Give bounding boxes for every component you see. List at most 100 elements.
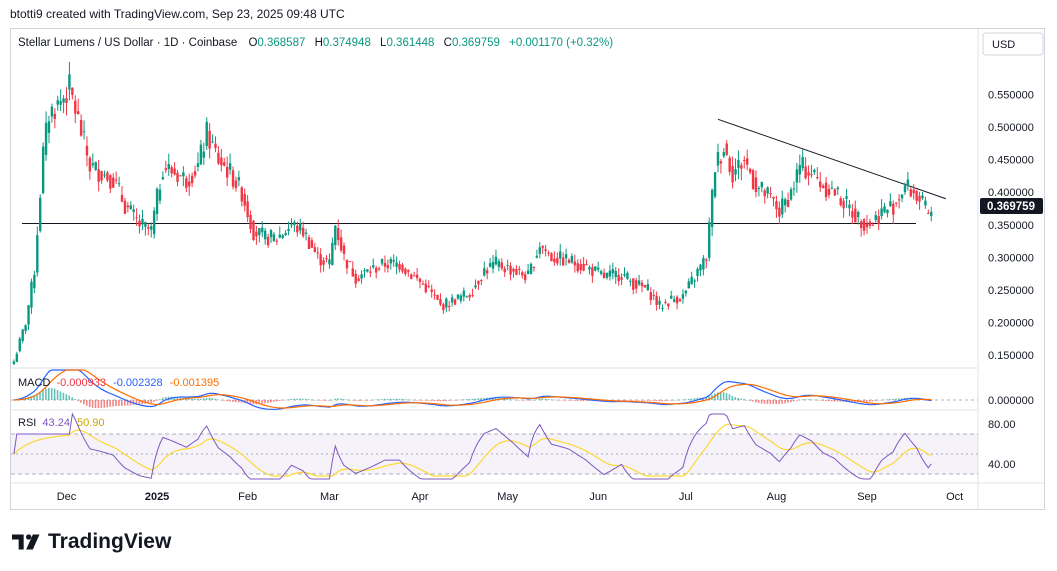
candle	[225, 156, 229, 187]
macd-histogram-bar	[763, 400, 766, 404]
candle-body	[500, 262, 504, 269]
macd-histogram-bar	[439, 400, 442, 402]
candle	[234, 176, 238, 192]
candle	[716, 143, 720, 173]
macd-legend[interactable]: MACD -0.000933 -0.002328 -0.001395	[18, 377, 219, 389]
macd-histogram-bar	[749, 400, 751, 401]
candle	[377, 266, 381, 272]
macd-histogram-bar	[556, 399, 558, 401]
candle	[903, 182, 907, 195]
candle-body	[412, 275, 416, 277]
macd-histogram-bar	[421, 400, 424, 401]
candle	[223, 157, 226, 167]
candle-body	[439, 298, 442, 305]
candle-body	[634, 280, 638, 289]
macd-histogram-bar	[787, 400, 789, 403]
macd-histogram-bar	[407, 399, 409, 400]
candle-body	[62, 98, 65, 103]
candle-body	[158, 189, 162, 201]
macd-histogram-bar	[871, 400, 874, 402]
macd-histogram-bar	[74, 399, 76, 400]
candle-body	[103, 174, 106, 176]
macd-histogram-bar	[267, 400, 269, 403]
candle	[237, 170, 241, 187]
macd-histogram-bar	[632, 400, 634, 401]
tradingview-brand[interactable]: TradingView	[12, 528, 171, 556]
candle-body	[120, 194, 124, 202]
currency-button[interactable]: USD	[982, 32, 1044, 56]
macd-histogram-bar	[103, 400, 106, 408]
candle	[582, 256, 585, 272]
candle	[299, 218, 302, 235]
macd-histogram-bar	[550, 399, 553, 400]
candle	[196, 152, 200, 172]
macd-histogram-bar	[284, 399, 287, 401]
candle-body	[287, 228, 290, 232]
macd-histogram-bar	[614, 400, 617, 401]
candle-body	[620, 277, 623, 280]
macd-histogram-bar	[319, 400, 322, 401]
candle-body	[748, 168, 752, 173]
macd-histogram-bar	[158, 399, 161, 400]
candle	[41, 142, 45, 195]
candle	[751, 168, 755, 191]
candle-body	[582, 263, 585, 271]
candle-body	[53, 113, 57, 119]
candle	[757, 186, 761, 197]
candle	[266, 233, 270, 248]
macd-histogram-bar	[451, 400, 453, 401]
macd-histogram-bar	[357, 400, 360, 401]
macd-histogram-bar	[655, 400, 658, 401]
candle-body	[357, 278, 360, 281]
candle-body	[410, 274, 413, 279]
candle-body	[114, 179, 118, 181]
macd-histogram-bar	[661, 400, 664, 402]
macd-histogram-bar	[161, 397, 164, 400]
macd-histogram-bar	[886, 399, 889, 400]
candle-body	[760, 181, 764, 188]
macd-histogram-bar	[687, 398, 690, 400]
symbol-legend[interactable]: Stellar Lumens / US Dollar · 1D · Coinba…	[18, 37, 613, 49]
macd-histogram-bar	[220, 400, 222, 401]
candle	[830, 180, 834, 190]
candle-body	[76, 111, 80, 115]
chart-grid	[11, 29, 1044, 509]
candle-body	[734, 169, 737, 175]
candle	[561, 252, 565, 266]
candle-body	[374, 267, 378, 273]
candle	[626, 271, 629, 280]
macd-histogram-bar	[30, 396, 33, 400]
candle	[293, 219, 296, 233]
candle-body	[442, 304, 445, 311]
candle	[158, 183, 162, 205]
rsi-legend[interactable]: RSI 43.24 50.90	[18, 417, 105, 429]
candle	[500, 258, 504, 271]
candle-body	[214, 143, 217, 149]
macd-histogram-bar	[436, 400, 439, 402]
macd-histogram-bar	[176, 397, 179, 400]
candle	[667, 303, 670, 310]
candle	[605, 272, 609, 280]
candle-body	[836, 187, 839, 190]
candle	[331, 237, 334, 266]
macd-pane	[11, 369, 978, 410]
candle	[109, 174, 112, 193]
candle-body	[880, 208, 883, 216]
candle-body	[109, 175, 112, 189]
candle-body	[167, 163, 170, 170]
candle-body	[246, 201, 249, 218]
macd-histogram-bar	[544, 398, 547, 400]
candle-body	[661, 307, 664, 309]
macd-histogram-bar	[80, 400, 82, 403]
macd-histogram-bar	[565, 400, 567, 401]
candle	[576, 259, 579, 274]
macd-histogram-bar	[679, 399, 681, 401]
candle-body	[15, 353, 19, 362]
macd-histogram-bar	[340, 398, 342, 400]
candle-body	[564, 254, 568, 259]
candle-body	[731, 166, 734, 183]
candle	[693, 278, 696, 288]
candle-body	[725, 143, 728, 155]
macd-histogram-bar	[310, 399, 313, 401]
